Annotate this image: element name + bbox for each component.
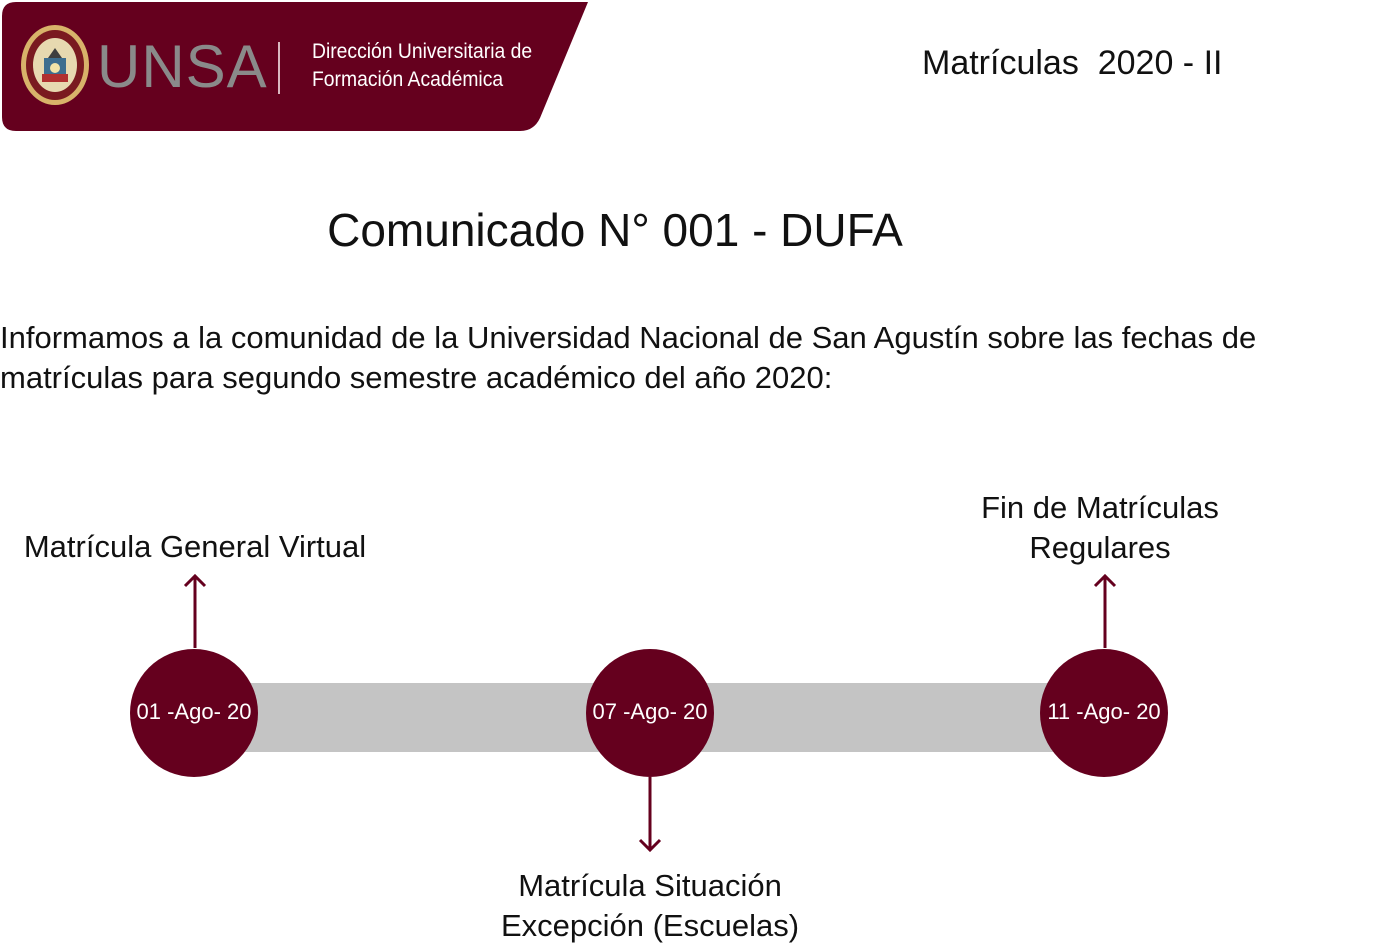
milestone-label-2-line-2: Excepción (Escuelas)	[500, 908, 800, 943]
milestone-label-2: Matrícula Situación Excepción (Escuelas)	[460, 866, 840, 946]
department-name-line-1: Dirección Universitaria de	[312, 40, 533, 63]
notice-title: Comunicado N° 001 - DUFA	[327, 204, 903, 256]
arrow-down-center	[638, 777, 662, 853]
arrow-up-right	[1093, 573, 1117, 648]
milestone-marker-1	[130, 649, 258, 777]
milestone-label-2-line-1: Matrícula Situación	[518, 868, 782, 903]
milestone-date-3: 11 -Ago- 20	[1047, 699, 1161, 724]
milestone-marker-3	[1040, 649, 1168, 777]
milestone-label-3-line-2: Regulares	[1029, 530, 1171, 565]
header-divider	[278, 42, 280, 94]
header-banner	[2, 2, 588, 131]
milestone-date-1: 01 -Ago- 20	[136, 699, 252, 724]
milestone-label-3-line-1: Fin de Matrículas	[981, 490, 1219, 525]
milestone-marker-2	[586, 649, 714, 777]
arrow-up-left	[183, 573, 207, 648]
intro-paragraph: Informamos a la comunidad de la Universi…	[0, 320, 1257, 395]
department-name-line-2: Formación Académica	[312, 68, 504, 91]
term-title: Matrículas 2020 - II	[922, 44, 1223, 82]
milestone-date-2: 07 -Ago- 20	[592, 699, 708, 724]
timeline-graphic	[130, 573, 1168, 853]
unsa-wordmark: UNSA	[97, 33, 268, 100]
milestone-label-1: Matrícula General Virtual	[0, 527, 390, 567]
milestone-label-1-text: Matrícula General Virtual	[23, 529, 367, 564]
university-seal-icon	[21, 25, 89, 105]
milestone-label-3: Fin de Matrículas Regulares	[950, 488, 1250, 568]
